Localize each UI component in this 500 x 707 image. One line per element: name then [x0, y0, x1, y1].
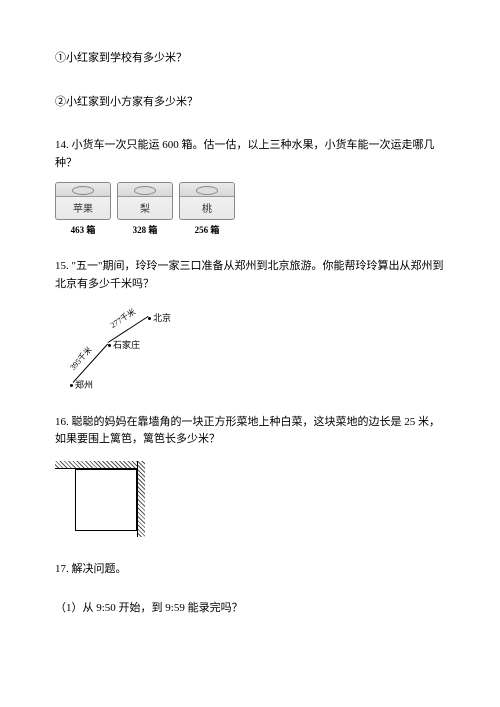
question-16: 16. 聪聪的妈妈在靠墙角的一块正方形菜地上种白菜，这块菜地的边长是 25 米，… [55, 414, 445, 449]
box-apple: 苹果 463 箱 [55, 182, 111, 236]
box-pear-caption: 328 箱 [117, 223, 173, 236]
question-15: 15. "五一"期间，玲玲一家三口准备从郑州到北京旅游。你能帮玲玲算出从郑州到北… [55, 258, 445, 293]
box-pear-label: 梨 [140, 200, 150, 215]
distance-2: 395千米 [68, 344, 95, 372]
city-zhengzhou: 郑州 [70, 378, 93, 391]
city-beijing: 北京 [148, 311, 171, 324]
fruit-boxes-figure: 苹果 463 箱 梨 328 箱 桃 256 箱 [55, 182, 445, 236]
question-14: 14. 小货车一次只能运 600 箱。估一估，以上三种水果，小货车能一次运走哪几… [55, 137, 445, 172]
question-17-1: （1）从 9:50 开始，到 9:59 能录完吗？ [55, 600, 445, 618]
question-17: 17. 解决问题。 [55, 561, 445, 579]
box-peach: 桃 256 箱 [179, 182, 235, 236]
question-12: ②小红家到小方家有多少米？ [55, 94, 445, 112]
city-shijiazhuang: 石家庄 [108, 338, 140, 351]
box-pear: 梨 328 箱 [117, 182, 173, 236]
question-11: ①小红家到学校有多少米？ [55, 50, 445, 68]
map-figure: 北京 石家庄 郑州 277千米 395千米 [55, 304, 175, 394]
box-peach-caption: 256 箱 [179, 223, 235, 236]
box-apple-caption: 463 箱 [55, 223, 111, 236]
corner-garden-figure [55, 461, 145, 537]
box-peach-label: 桃 [202, 200, 212, 215]
box-apple-label: 苹果 [73, 200, 93, 215]
